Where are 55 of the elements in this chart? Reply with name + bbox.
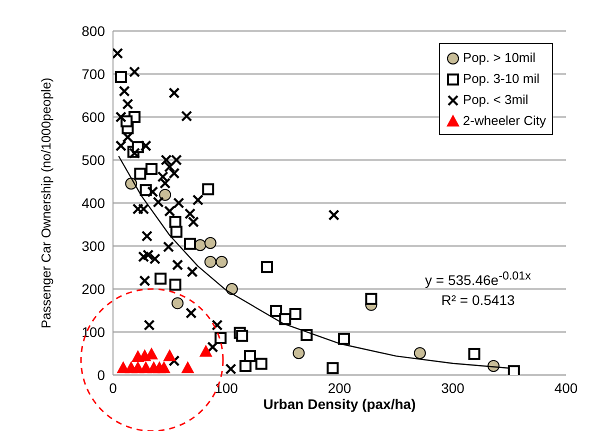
x-tick-label: 0: [109, 380, 118, 396]
point: [199, 344, 212, 357]
y-tick-label: 700: [82, 66, 106, 82]
point: [216, 256, 228, 268]
legend-label: Pop. 3-10 mil: [462, 71, 540, 86]
point: [292, 347, 305, 360]
x-tick-label: 200: [328, 380, 352, 396]
annotation: y = 535.46e$^{-0.01x}$: [425, 269, 531, 288]
point: [204, 236, 216, 249]
point: [214, 332, 227, 344]
legend-label: Pop. > 10mil: [462, 50, 536, 65]
point: [134, 168, 146, 180]
point: [468, 348, 480, 360]
point: [326, 362, 339, 374]
legend-label: 2-wheeler City: [462, 113, 546, 128]
point: [184, 238, 196, 250]
y-tick-label: 600: [82, 108, 106, 125]
point: [146, 163, 158, 176]
point: [202, 183, 214, 196]
point: [244, 350, 256, 362]
y-tick-label: 400: [82, 194, 106, 211]
point: [414, 347, 426, 360]
point: [157, 361, 170, 374]
point: [159, 188, 172, 201]
point: [289, 308, 302, 320]
point: [236, 330, 248, 342]
x-tick-label: 300: [441, 380, 465, 396]
point: [181, 361, 194, 374]
point: [114, 71, 127, 84]
annotation: R² = 0.5413: [441, 292, 515, 308]
point: [204, 256, 216, 268]
point: [270, 304, 282, 317]
point: [338, 332, 350, 345]
point: [172, 297, 184, 310]
x-axis-title: Urban Density (pax/ha): [263, 396, 416, 412]
point: [508, 365, 520, 375]
point: [365, 292, 378, 305]
y-axis-title: Passenger Car Ownership (no/1000people): [38, 78, 54, 328]
x-tick-label: 100: [214, 380, 238, 396]
y-tick-label: 0: [97, 366, 106, 383]
point: [154, 272, 167, 285]
legend-label: Pop. < 3mil: [462, 92, 528, 107]
y-tick-label: 300: [82, 238, 106, 254]
y-tick-label: 800: [82, 22, 106, 39]
point: [240, 360, 252, 372]
y-tick-label: 500: [82, 152, 106, 168]
point: [226, 283, 238, 295]
x-tick-label: 400: [554, 380, 578, 396]
point: [261, 261, 274, 274]
y-tick-label: 100: [82, 324, 106, 340]
y-tick-label: 200: [82, 280, 106, 297]
point: [169, 278, 182, 291]
point: [163, 349, 176, 362]
point: [255, 358, 268, 370]
point: [170, 226, 182, 238]
